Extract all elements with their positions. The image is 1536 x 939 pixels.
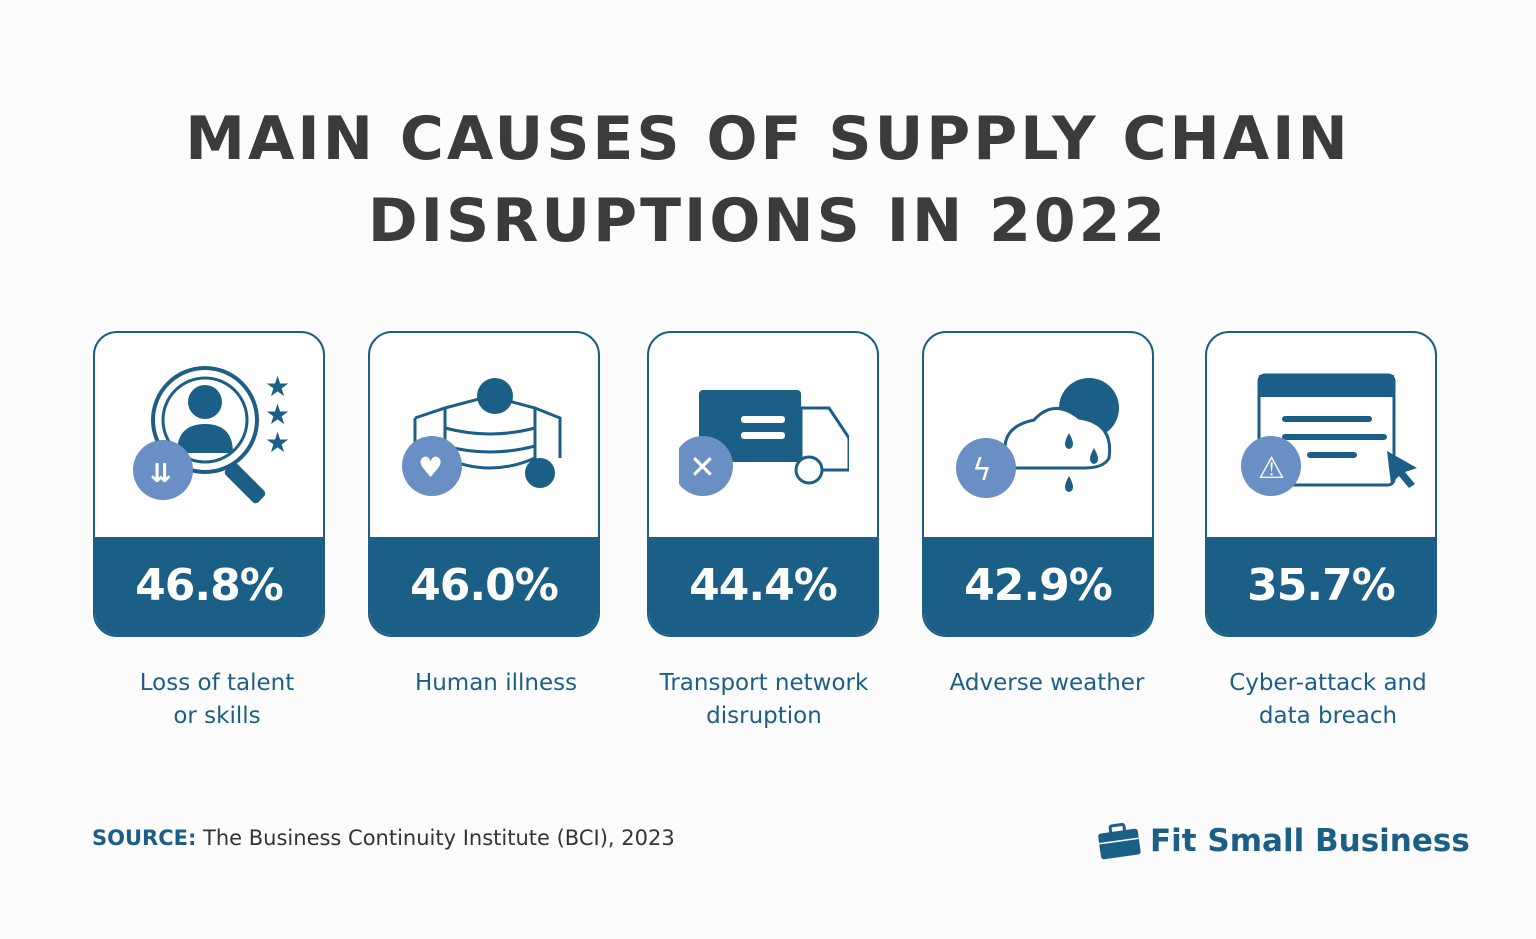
card-label: Cyber-attack and data breach — [1178, 667, 1478, 733]
stat-value: 46.0% — [370, 537, 598, 635]
svg-text:✕: ✕ — [689, 448, 716, 486]
stat-card-talent: ★ ★ ★ ⇊ 46.8% — [93, 331, 325, 637]
svg-text:★: ★ — [265, 426, 290, 459]
svg-text:⚠: ⚠ — [1258, 451, 1285, 486]
title-line-1: MAIN CAUSES OF SUPPLY CHAIN — [185, 104, 1351, 174]
brand-name: Fit Small Business — [1150, 823, 1470, 859]
stat-card-weather: ϟ 42.9% — [922, 331, 1154, 637]
label-line: Adverse weather — [949, 670, 1145, 696]
browser-warning-icon: ⚠ — [1241, 373, 1417, 496]
source-note: SOURCE: The Business Continuity Institut… — [92, 826, 675, 850]
label-line: Human illness — [414, 670, 578, 696]
talent-search-icon: ★ ★ ★ ⇊ — [133, 366, 290, 504]
stat-value: 42.9% — [924, 537, 1152, 635]
page-title: MAIN CAUSES OF SUPPLY CHAIN DISRUPTIONS … — [0, 98, 1536, 262]
svg-text:♥: ♥ — [418, 451, 443, 484]
title-line-2: DISRUPTIONS IN 2022 — [367, 186, 1169, 256]
svg-text:⇊: ⇊ — [150, 459, 172, 489]
svg-text:★: ★ — [265, 370, 290, 403]
card-label: Loss of talent or skills — [67, 667, 367, 733]
stat-value: 44.4% — [649, 537, 877, 635]
svg-text:ϟ: ϟ — [972, 453, 992, 488]
label-line: Transport network — [659, 670, 869, 696]
brand-logo: Fit Small Business — [1096, 822, 1470, 860]
truck-x-icon: ✕ — [679, 390, 849, 496]
mask-virus-icon: ♥ — [402, 378, 562, 496]
svg-text:★: ★ — [265, 398, 290, 431]
stat-card-cyber: ⚠ 35.7% — [1205, 331, 1437, 637]
stat-value: 46.8% — [95, 537, 323, 635]
label-line: disruption — [706, 703, 822, 729]
card-label: Adverse weather — [897, 667, 1197, 700]
label-line: data breach — [1258, 703, 1398, 729]
stat-value: 35.7% — [1207, 537, 1435, 635]
stat-card-transport: ✕ 44.4% — [647, 331, 879, 637]
card-label: Transport network disruption — [614, 667, 914, 733]
card-label: Human illness — [346, 667, 646, 700]
label-line: Cyber-attack and — [1229, 670, 1427, 696]
stat-card-illness: ♥ 46.0% — [368, 331, 600, 637]
briefcase-icon — [1098, 822, 1141, 860]
source-label: SOURCE: — [92, 826, 197, 850]
label-line: Loss of talent — [139, 670, 295, 696]
source-text: The Business Continuity Institute (BCI),… — [196, 826, 675, 850]
weather-storm-icon: ϟ — [956, 378, 1119, 498]
label-line: or skills — [173, 703, 261, 729]
